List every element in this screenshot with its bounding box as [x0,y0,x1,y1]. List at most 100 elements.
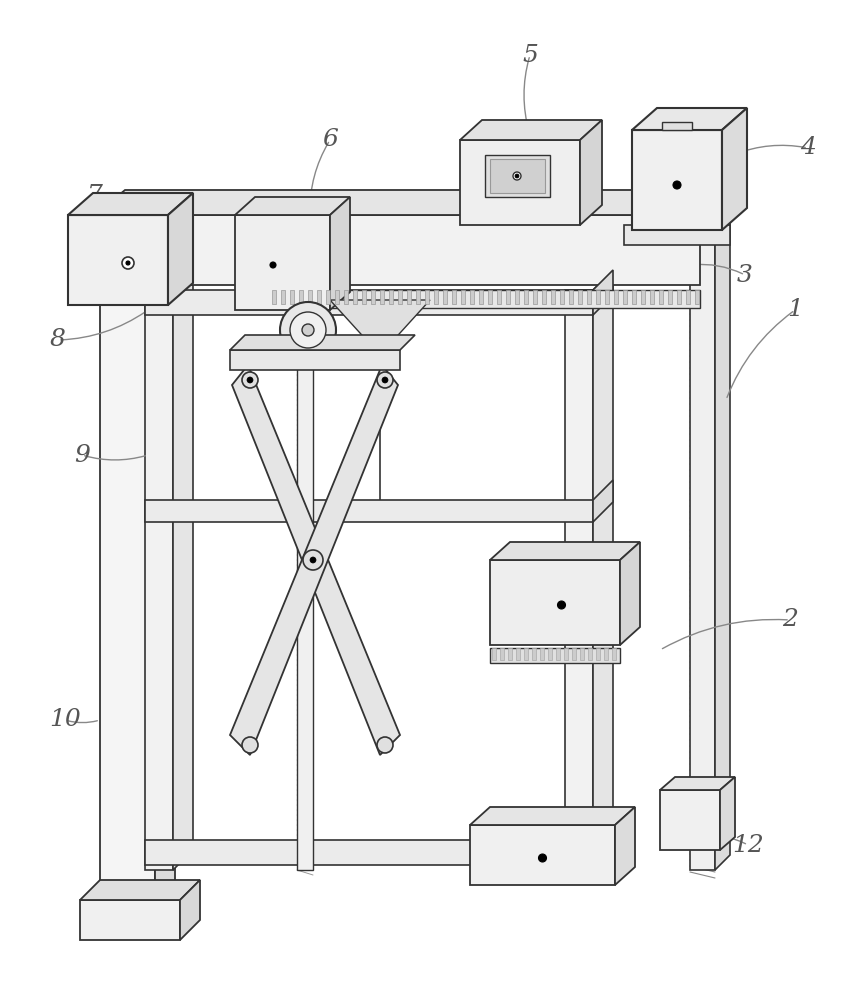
Polygon shape [695,290,699,304]
Polygon shape [615,807,635,885]
Polygon shape [173,270,193,870]
Polygon shape [330,197,350,310]
Polygon shape [580,120,602,225]
Polygon shape [416,290,420,304]
Text: 2: 2 [782,608,798,632]
Circle shape [247,377,253,383]
Polygon shape [460,140,580,225]
Polygon shape [632,130,722,230]
Circle shape [513,172,521,180]
Polygon shape [461,290,465,304]
Polygon shape [290,290,294,304]
Polygon shape [488,290,492,304]
Polygon shape [516,648,520,660]
Polygon shape [407,290,411,304]
Polygon shape [524,290,528,304]
Text: 8: 8 [50,328,66,352]
Polygon shape [335,290,339,304]
Polygon shape [593,270,613,315]
Polygon shape [587,290,591,304]
Polygon shape [580,648,584,660]
Circle shape [377,737,393,753]
Polygon shape [389,290,393,304]
Text: 1: 1 [787,298,803,322]
Circle shape [310,557,316,563]
Polygon shape [660,777,735,790]
Polygon shape [560,290,564,304]
Polygon shape [612,648,616,660]
Polygon shape [659,290,663,304]
Polygon shape [80,900,180,940]
Circle shape [382,377,388,383]
Polygon shape [620,542,640,645]
Polygon shape [690,225,715,870]
Polygon shape [380,290,384,304]
Polygon shape [650,290,654,304]
Polygon shape [515,290,519,304]
Polygon shape [452,290,456,304]
Polygon shape [497,290,501,304]
Polygon shape [330,300,430,355]
Polygon shape [677,290,681,304]
Polygon shape [272,290,276,304]
Text: 11: 11 [519,858,551,882]
Polygon shape [556,648,560,660]
Circle shape [126,261,130,265]
Circle shape [280,302,336,358]
Polygon shape [270,290,700,308]
Polygon shape [168,193,193,305]
Polygon shape [632,290,636,304]
Polygon shape [281,290,285,304]
Text: 10: 10 [49,708,81,732]
Polygon shape [353,290,357,304]
Polygon shape [500,648,504,660]
Circle shape [122,257,134,269]
Polygon shape [180,880,200,940]
Polygon shape [145,500,593,522]
Polygon shape [308,290,312,304]
Polygon shape [542,290,546,304]
Polygon shape [344,290,348,304]
Circle shape [242,737,258,753]
Polygon shape [100,270,155,920]
Polygon shape [362,290,366,304]
Circle shape [303,550,323,570]
Polygon shape [145,840,593,865]
Polygon shape [551,290,555,304]
Polygon shape [572,648,576,660]
Circle shape [539,854,547,862]
Polygon shape [470,290,474,304]
Polygon shape [548,648,552,660]
Polygon shape [660,790,720,850]
Polygon shape [593,270,613,870]
Polygon shape [624,225,730,245]
Text: 9: 9 [74,444,90,466]
Polygon shape [533,290,537,304]
Polygon shape [434,290,438,304]
Polygon shape [299,290,303,304]
Circle shape [515,174,519,178]
Polygon shape [532,648,536,660]
Polygon shape [479,290,483,304]
Bar [490,159,545,193]
Polygon shape [596,648,600,660]
Polygon shape [155,250,175,920]
Bar [485,155,550,197]
Polygon shape [686,290,690,304]
Polygon shape [230,350,400,370]
Polygon shape [371,290,375,304]
Polygon shape [588,648,592,660]
Polygon shape [605,290,609,304]
Polygon shape [569,290,573,304]
Polygon shape [398,290,402,304]
Circle shape [673,181,681,189]
Polygon shape [326,290,330,304]
Polygon shape [641,290,645,304]
Polygon shape [506,290,510,304]
Polygon shape [492,648,496,660]
Polygon shape [632,108,747,130]
Polygon shape [317,290,321,304]
Polygon shape [95,215,700,285]
Polygon shape [720,777,735,850]
Text: 7: 7 [87,184,103,207]
